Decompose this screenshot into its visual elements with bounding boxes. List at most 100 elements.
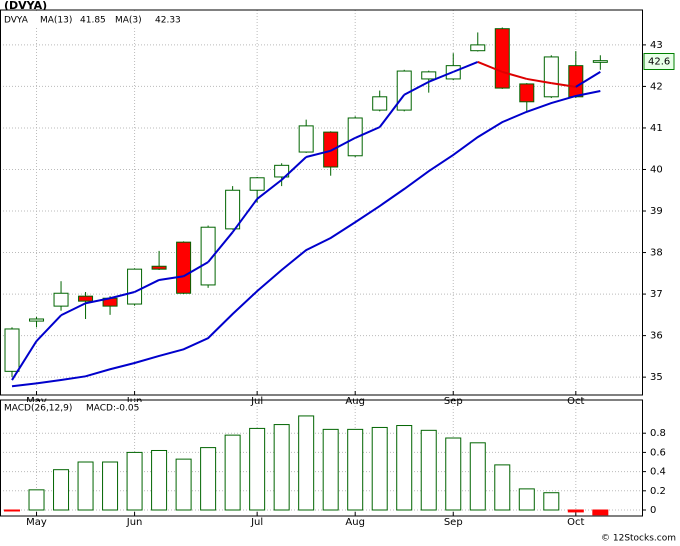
candle-body (421, 71, 437, 80)
bar (175, 458, 192, 511)
y-tick-label: 35 (650, 372, 663, 383)
ma-line (575, 71, 601, 88)
last-price-box (643, 52, 675, 70)
bar (77, 461, 94, 511)
bar (322, 428, 339, 511)
bar (273, 424, 290, 511)
legend-bg (2, 402, 152, 414)
candle-body (543, 56, 559, 98)
bar (53, 469, 70, 511)
x-tick-label: Jul (250, 517, 263, 528)
bar (469, 442, 486, 511)
last-price: 42.6 (648, 56, 670, 67)
bar (4, 509, 21, 512)
candle-body (494, 28, 510, 89)
bar (28, 489, 45, 511)
candle-body (4, 328, 20, 372)
candle-body (225, 189, 241, 230)
candle-body (568, 65, 584, 98)
ma-line (280, 156, 307, 181)
bar (445, 437, 462, 511)
candle-body (176, 241, 192, 294)
ma-line (85, 297, 111, 305)
y-tick-label: 36 (650, 331, 663, 342)
legend-value: MACD:-0.05 (86, 404, 139, 414)
y-tick-label: 0.6 (650, 447, 666, 458)
bar (494, 464, 511, 511)
ma-line (452, 60, 479, 73)
x-tick-label: Sep (444, 517, 463, 528)
candle-body (200, 226, 216, 286)
y-tick-label: 0 (650, 505, 656, 516)
ma-line (477, 60, 503, 73)
ma-line (11, 340, 38, 381)
ma-line (134, 279, 160, 293)
candle-body (53, 292, 69, 307)
candle-body (372, 96, 388, 111)
bar (420, 429, 437, 511)
bar (126, 451, 143, 511)
candle-body (274, 164, 290, 178)
ma-line (551, 82, 576, 88)
ma-line (501, 70, 528, 80)
bar (543, 492, 560, 511)
ma-line (256, 179, 283, 200)
ma-line (207, 231, 234, 263)
bar (592, 509, 609, 516)
legend-label: MA(13) (40, 16, 72, 26)
ma-line (305, 149, 331, 158)
y-tick-label: 39 (650, 206, 663, 217)
bar (396, 425, 413, 511)
y-tick-label: 37 (650, 289, 663, 300)
y-tick-label: 0.8 (650, 428, 666, 439)
legend-label: MA(3) (115, 16, 142, 26)
y-tick-label: 42 (650, 81, 663, 92)
x-tick-label: Aug (345, 517, 365, 528)
bar (102, 461, 119, 511)
ma-line (354, 126, 381, 139)
x-tick-label: Sep (444, 396, 463, 407)
bar (151, 449, 168, 511)
ma-line (330, 137, 356, 152)
legend-value: 42.33 (155, 16, 181, 26)
x-tick-label: May (26, 396, 47, 407)
ma-line (378, 94, 406, 128)
y-tick-label: 40 (650, 164, 663, 175)
y-tick-label: 38 (650, 248, 663, 259)
candle-body (298, 125, 314, 153)
bar (249, 427, 266, 511)
candle-body (127, 268, 143, 305)
bar (518, 488, 535, 511)
legend-bg (2, 13, 172, 27)
ma-line (526, 77, 552, 85)
x-tick-label: Jun (126, 396, 143, 407)
y-tick-label: 41 (650, 123, 663, 134)
legend-name: DVYA (4, 16, 29, 26)
candle-body (151, 265, 167, 270)
x-tick-label: Aug (345, 396, 365, 407)
candle-body (323, 131, 339, 168)
x-tick-label: Jul (250, 396, 263, 407)
candle-body (592, 60, 608, 63)
candle-body (78, 295, 94, 302)
candle-body (519, 83, 535, 103)
x-tick-label: Oct (567, 517, 584, 528)
legend-value: 41.85 (80, 16, 106, 26)
chart-title: (DVYA) (4, 0, 47, 12)
ma-line (403, 80, 430, 96)
footer: © 12Stocks.com (601, 534, 676, 544)
ma-line (11, 90, 601, 388)
ma-line (60, 302, 86, 317)
bar (371, 426, 388, 511)
ma-line (183, 261, 209, 278)
bar (347, 428, 364, 511)
plot-frame (0, 9, 643, 396)
ma-line (231, 198, 258, 233)
candle-body (396, 70, 412, 111)
bar (298, 415, 315, 511)
candle-body (470, 44, 486, 52)
x-tick-label: Jun (126, 517, 143, 528)
y-tick-label: 0.2 (650, 486, 666, 497)
